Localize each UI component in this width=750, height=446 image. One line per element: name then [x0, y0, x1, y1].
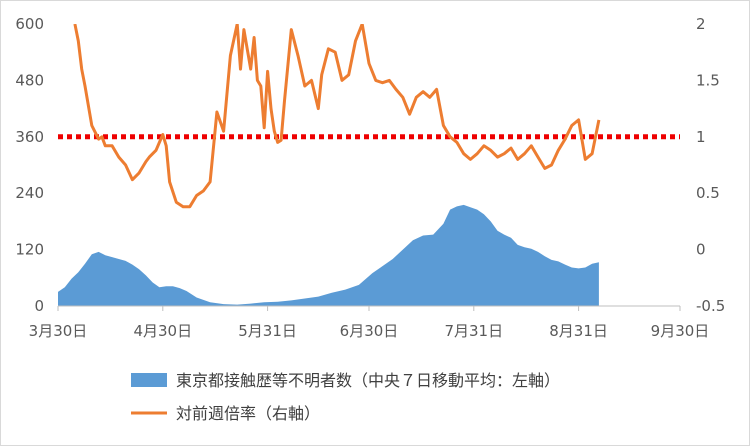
y-axis-right: -0.5 0 0.5 1 1.5 2 — [696, 15, 725, 315]
x-tick-label: 6月30日 — [340, 322, 399, 340]
y-left-tick-label: 0 — [34, 297, 44, 315]
x-tick-label: 3月30日 — [29, 322, 88, 340]
y-right-tick-label: 0.5 — [696, 184, 720, 202]
plot-area — [58, 24, 680, 306]
y-axis-left: 0 120 240 360 480 600 — [15, 15, 44, 315]
y-right-tick-label: 1.5 — [696, 71, 720, 89]
y-right-tick-label: -0.5 — [696, 297, 725, 315]
area-series-unknown-contacts — [58, 204, 599, 306]
y-left-tick-label: 480 — [15, 71, 44, 89]
legend-label-line: 対前週倍率（右軸） — [176, 404, 320, 423]
y-left-tick-label: 600 — [15, 15, 44, 33]
x-tick-label: 8月31日 — [549, 322, 608, 340]
x-tick-label: 5月31日 — [238, 322, 297, 340]
legend-label-area: 東京都接触歴等不明者数（中央７日移動平均：左軸） — [176, 371, 560, 390]
x-axis: 3月30日 4月30日 5月31日 6月30日 7月31日 8月31日 9月30日 — [29, 305, 710, 340]
y-left-tick-label: 120 — [15, 241, 44, 259]
x-tick-label: 9月30日 — [651, 322, 710, 340]
y-right-tick-label: 0 — [696, 241, 706, 259]
y-right-tick-label: 1 — [696, 128, 706, 146]
x-tick-label: 7月31日 — [444, 322, 503, 340]
y-left-tick-label: 240 — [15, 184, 44, 202]
legend-swatch-area — [131, 373, 167, 387]
line-series-week-ratio — [73, 24, 601, 209]
legend: 東京都接触歴等不明者数（中央７日移動平均：左軸） 対前週倍率（右軸） — [131, 371, 560, 423]
x-tick-label: 4月30日 — [133, 322, 192, 340]
y-left-tick-label: 360 — [15, 128, 44, 146]
y-right-tick-label: 2 — [696, 15, 706, 33]
